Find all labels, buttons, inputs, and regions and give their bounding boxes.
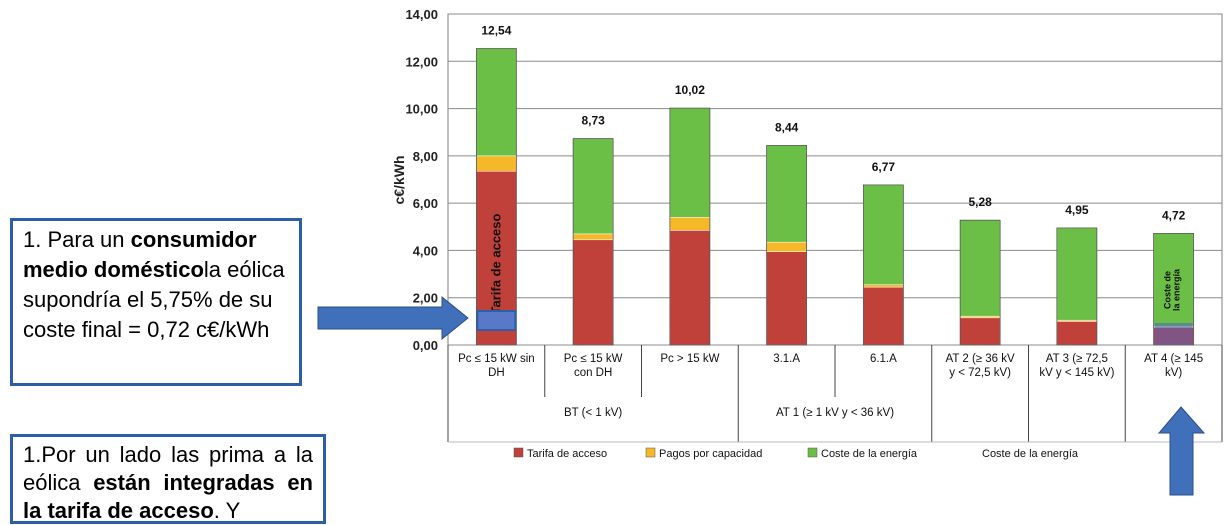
legend-swatch (645, 447, 656, 458)
bar-segment (476, 48, 517, 157)
bar-total-label: 4,72 (1162, 208, 1186, 222)
bar-outline (766, 145, 808, 346)
bar-segment (959, 219, 1001, 317)
x-category-label: Pc > 15 kW (660, 353, 719, 365)
x-category-label: Pc ≤ 15 kW sin DH (458, 353, 535, 379)
legend-label: Coste de la energía (821, 448, 918, 460)
x-category-label: 3.1.A (773, 353, 800, 365)
bar-outline (572, 138, 614, 346)
legend-swatch (807, 447, 818, 458)
bar-segment (863, 184, 904, 285)
y-tick-label: 8,00 (413, 149, 438, 164)
x-category-label: 6.1.A (870, 353, 897, 365)
last-bar-highlight (1154, 323, 1193, 345)
bar-outline (669, 107, 711, 346)
y-tick-label: 10,00 (405, 102, 438, 117)
x-category-label: AT 4 (≥ 145 kV) (1144, 353, 1203, 379)
first-bar-annotation: Tarifa de acceso (488, 213, 503, 314)
bar-segment (766, 145, 807, 243)
bar-segment (959, 317, 1001, 346)
bar-segment (572, 233, 614, 241)
bar-segment (1056, 321, 1098, 346)
arrows-layer (317, 295, 1206, 496)
bars-layer (475, 48, 1195, 346)
bar-segment (669, 107, 711, 218)
bar-segment (1056, 227, 1098, 321)
x-category-label: Pc ≤ 15 kW con DH (564, 353, 623, 379)
labels-layer: 12,54 8,73 10,02 8,44 6,77 5,28 4,95 4,72 Tarifa… (476, 24, 1193, 345)
x-category-label: AT 2 (≥ 36 kV y < 72,5 kV) (946, 353, 1015, 379)
bar-segment (572, 239, 614, 346)
bar-segment (669, 217, 711, 231)
bar-segment (766, 241, 807, 252)
bar-total-label: 8,44 (775, 120, 799, 134)
y-tick-label: 12,00 (405, 54, 438, 69)
bar-total-label: 8,73 (581, 114, 605, 128)
callout-consumer-note: 1. Para un consumidor medio domésticola … (10, 218, 302, 386)
x-category-label: AT 3 (≥ 72,5 kV y < 145 kV) (1039, 353, 1114, 379)
callout-1-text-a: 1. Para un (23, 227, 131, 252)
bar-total-label: 4,95 (1065, 203, 1089, 217)
plot-area (447, 13, 1223, 346)
bar-segment (863, 286, 904, 346)
right-arrow (317, 295, 469, 341)
bar-segment (476, 155, 517, 172)
callout-2-text-a: 1.Por un lado las prima a la eólica (23, 442, 313, 495)
y-tick-label: 0,00 (413, 338, 438, 353)
y-tick-label: 2,00 (413, 291, 438, 306)
stacked-bar-chart: 0,00 2,00 4,00 6,00 8,00 10,00 12,00 14,00 c€/kW… (317, 7, 1223, 496)
x-group-label: BT (< 1 kV) (564, 407, 622, 419)
legend-extra-label: Coste de la energía (982, 448, 1079, 460)
callout-1-bold: consumidor medio doméstico (23, 227, 257, 282)
bar-segment (669, 230, 711, 346)
bar-total-label: 12,54 (481, 24, 511, 38)
bar-total-label: 10,02 (675, 83, 705, 97)
bar-outline (959, 219, 1001, 346)
last-bar-annotation-line1: Coste de (1163, 271, 1173, 309)
bar-total-label: 5,28 (968, 195, 992, 209)
callout-1-text-b: la eólica supondría el 5,75% de su coste… (23, 257, 285, 342)
y-tick-label: 14,00 (405, 7, 438, 22)
x-group-label: AT 1 (≥ 1 kV y < 36 kV) (776, 407, 894, 419)
bar-segment (863, 284, 904, 288)
bar-outline (1056, 227, 1098, 346)
legend-swatch (513, 447, 524, 458)
legend-label: Pagos por capacidad (659, 448, 762, 460)
y-tick-label: 6,00 (413, 196, 438, 211)
legend-label: Tarifa de acceso (527, 448, 607, 460)
category-table: Pc ≤ 15 kW sin DH Pc ≤ 15 kW con DH Pc > 15 … (447, 345, 1223, 443)
last-bar-annotation-line2: la energía (1172, 268, 1182, 311)
bar-outline (862, 184, 904, 346)
y-axis-title: c€/kWh (391, 155, 407, 204)
bar-segment (572, 138, 614, 235)
up-arrow (1157, 406, 1206, 496)
highlight-box (476, 310, 517, 331)
y-tick-label: 4,00 (413, 243, 438, 258)
bar-segment (1153, 233, 1194, 327)
bar-segment (766, 251, 807, 346)
bar-outline (475, 48, 517, 346)
legend: Tarifa de acceso Pagos por capacidad Coste… (513, 447, 1079, 460)
bar-total-label: 6,77 (872, 160, 896, 174)
